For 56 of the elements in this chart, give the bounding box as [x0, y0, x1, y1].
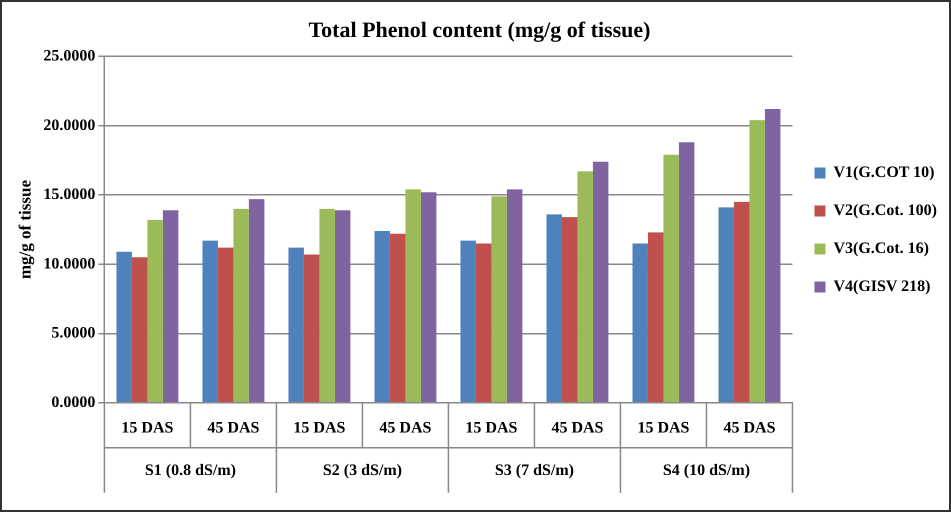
bar — [390, 234, 406, 402]
x-tick-label: 15 DAS — [293, 420, 346, 437]
bar — [718, 207, 734, 402]
y-axis-title: mg/g of tissue — [16, 180, 35, 280]
y-tick-label: 20.0000 — [43, 116, 96, 134]
x-tick-label: 15 DAS — [637, 420, 690, 437]
text: S3 (7 dS/m) — [494, 462, 574, 479]
bar — [420, 192, 436, 402]
bar — [734, 202, 750, 402]
x-tick-label: 45 DAS — [379, 420, 432, 437]
bar — [288, 248, 304, 402]
bar — [577, 171, 593, 402]
text: S4 (10 dS/m) — [662, 462, 750, 479]
legend-label: V3(G.Cot. 16) — [833, 240, 930, 258]
x-tick-label: 15 DAS — [465, 420, 518, 437]
x-tick-label: 45 DAS — [723, 420, 776, 437]
bar — [218, 248, 234, 402]
bar — [506, 189, 522, 402]
text: S1 (0.8 dS/m) — [144, 462, 236, 479]
legend-label: V2(G.Cot. 100) — [833, 202, 938, 220]
legend-label: V4(GISV 218) — [833, 278, 931, 296]
y-tick-label: 10.0000 — [43, 255, 96, 272]
bar — [663, 154, 679, 402]
bar — [648, 232, 664, 402]
bar — [162, 210, 178, 402]
bar — [233, 208, 249, 402]
x-tick-label: 45 DAS — [551, 420, 604, 437]
bar — [562, 217, 578, 402]
x-tick-label: 15 DAS — [121, 420, 174, 437]
x-tick-label: 45 DAS — [207, 420, 260, 437]
y-tick-label: 25.0000 — [43, 48, 96, 65]
bar — [132, 257, 148, 402]
bar — [764, 109, 780, 402]
legend-label: V1(G.COT 10) — [833, 164, 935, 182]
y-tick-label: 15.0000 — [43, 186, 96, 204]
bar — [546, 214, 562, 402]
bar — [460, 240, 476, 402]
bar — [491, 196, 507, 402]
bar — [678, 142, 694, 402]
bar — [248, 199, 264, 402]
bar — [405, 189, 421, 402]
bar — [304, 254, 320, 402]
bar — [319, 208, 335, 402]
bar — [476, 243, 492, 402]
bar — [334, 210, 350, 402]
bar — [749, 120, 765, 402]
bar — [147, 220, 163, 402]
y-tick-label: 0.0000 — [51, 394, 96, 411]
bar — [374, 230, 390, 402]
bar — [632, 243, 648, 402]
text: S2 (3 dS/m) — [322, 462, 402, 479]
bar — [116, 252, 132, 402]
bar — [592, 162, 608, 402]
bar — [202, 240, 218, 402]
y-tick-label: 5.0000 — [51, 324, 96, 342]
chart-title: Total Phenol content (mg/g of tissue) — [308, 16, 651, 42]
